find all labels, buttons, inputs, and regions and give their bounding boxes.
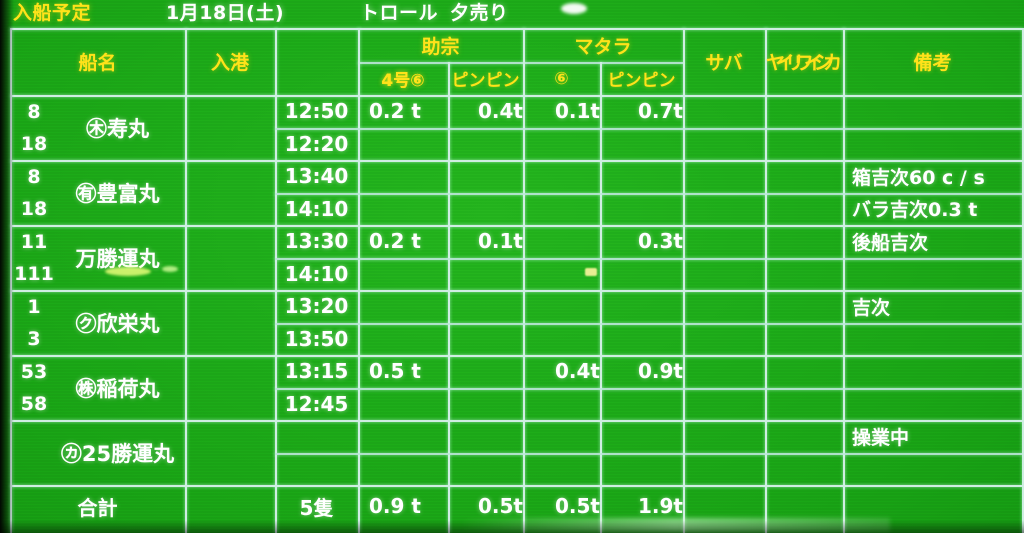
grid-hline-row-1-split (275, 127, 1022, 130)
page-title: 入船予定 (13, 2, 92, 24)
grid-vline-yariika (843, 28, 845, 533)
arrival-time-top-2: 13:40 (284, 164, 349, 189)
screen-glare-smudge-small (162, 266, 178, 272)
remark-bottom-2: バラ吉次0.3 t (852, 199, 978, 222)
remark-top-3: 後船吉次 (852, 231, 929, 254)
grid-hline-row-6-split (275, 452, 1022, 455)
col-header-matara-6: ⑥ (554, 68, 569, 89)
ship-name-6: ㋕25勝運丸 (60, 441, 175, 466)
arrival-time-bottom-2: 14:10 (284, 196, 349, 221)
arrival-time-top-5: 13:15 (284, 359, 349, 384)
screen-glare-streak (460, 518, 890, 532)
col-header-ship-name: 船名 (78, 52, 117, 74)
col-header-sukesou-pinpin: ピンピン (451, 71, 520, 91)
total-sukesou-4go: 0.9 t (369, 494, 421, 518)
grid-vline-sukesou-split (448, 62, 450, 533)
ship-name-4: ㋗欣栄丸 (75, 311, 160, 336)
screen-glare-spot (561, 3, 587, 14)
grid-vline-matara-split (600, 62, 602, 533)
catch-matara-6-top-5: 0.4t (555, 359, 600, 384)
col-header-arrival: 入港 (210, 52, 249, 74)
catch-matara-pinpin-top-5: 0.9t (638, 359, 683, 384)
ship-name-3: 万勝運丸 (75, 246, 160, 271)
arrival-time-bottom-3: 14:10 (284, 261, 349, 286)
col-header-group-matara: マタラ (574, 35, 632, 58)
arrival-time-top-1: 12:50 (284, 99, 349, 124)
catch-matara-6-top-1: 0.1t (555, 99, 600, 124)
ship-name-1: ㊍寿丸 (86, 116, 149, 141)
arrival-time-bottom-5: 12:45 (284, 391, 349, 416)
col-header-group-sukesou: 助宗 (421, 35, 460, 58)
grid-hline-row-4-split (275, 322, 1022, 325)
col-header-remarks: 備考 (913, 52, 952, 74)
remark-top-6: 操業中 (852, 426, 910, 449)
ship-name-5: ㊑稲荷丸 (75, 376, 160, 401)
arrival-time-top-4: 13:20 (284, 294, 349, 319)
screen-glare-speck (585, 268, 597, 276)
catch-sukesou-pinpin-top-3: 0.1t (478, 229, 523, 254)
col-header-saba: サバ (705, 52, 743, 74)
arrival-time-top-3: 13:30 (284, 229, 349, 254)
grid-vline-ship (185, 28, 187, 533)
catch-matara-pinpin-top-1: 0.7t (638, 99, 683, 124)
fishery-type-label: トロール (360, 2, 439, 24)
catch-matara-pinpin-top-3: 0.3t (638, 229, 683, 254)
col-header-sukesou-4go: 4号⑥ (381, 71, 425, 91)
screen-glare-smudge (105, 267, 151, 276)
catch-sukesou-4go-top-5: 0.5 t (369, 359, 421, 384)
catch-sukesou-pinpin-top-1: 0.4t (478, 99, 523, 124)
arrival-time-bottom-1: 12:20 (284, 131, 349, 156)
remark-top-2: 箱吉次60 c / s (852, 166, 985, 189)
catch-sukesou-4go-top-3: 0.2 t (369, 229, 421, 254)
sale-session-label: 夕売り (450, 2, 509, 24)
grid-vline-iwashi (765, 28, 767, 533)
board-title-bar: 入船予定 1月18日(土) トロール 夕売り (0, 0, 1024, 27)
date-label: 1月18日(土) (166, 2, 285, 24)
col-header-iwashi: イワシ (775, 52, 833, 74)
grid-hline-row-5-split (275, 387, 1022, 390)
ship-name-2: ㊒豊富丸 (75, 181, 160, 206)
remark-top-4: 吉次 (852, 296, 891, 319)
total-vessel-count: 5隻 (299, 495, 334, 520)
col-header-matara-pinpin: ピンピン (607, 71, 676, 91)
total-label: 合計 (77, 495, 118, 520)
catch-sukesou-4go-top-1: 0.2 t (369, 99, 421, 124)
arrival-time-bottom-4: 13:50 (284, 326, 349, 351)
grid-hline-row-3-split (275, 257, 1022, 260)
